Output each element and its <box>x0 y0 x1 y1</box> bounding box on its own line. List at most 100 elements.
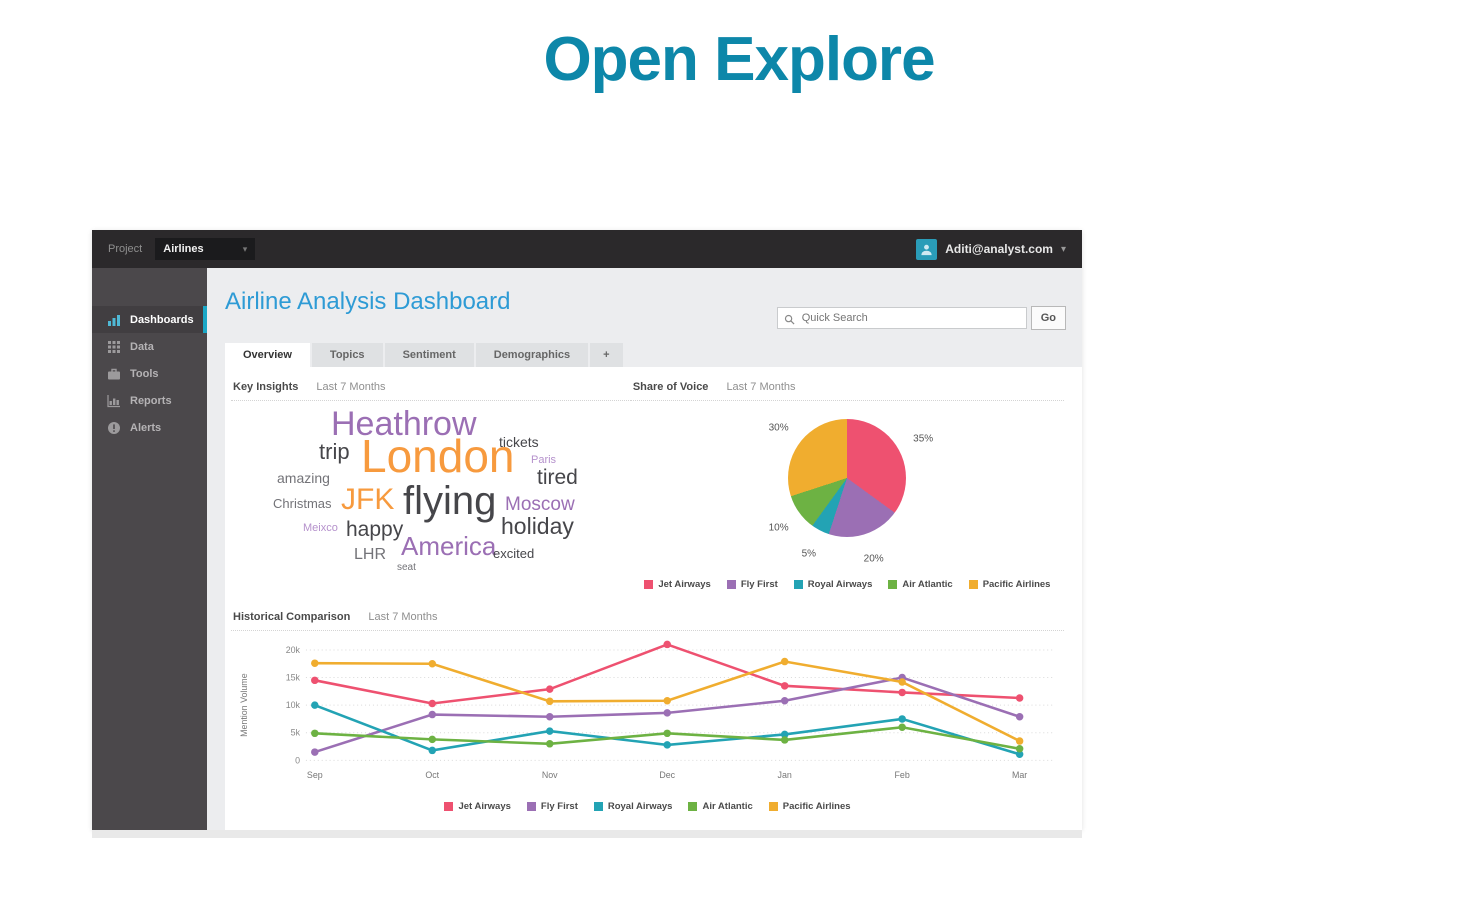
data-point[interactable] <box>780 730 789 739</box>
data-point[interactable] <box>898 715 906 723</box>
word-cloud-term[interactable]: America <box>401 531 497 561</box>
data-point[interactable] <box>545 740 554 748</box>
word-cloud-term[interactable]: Meixco <box>303 522 338 534</box>
tab-topics[interactable]: Topics <box>311 343 383 367</box>
reports-icon <box>107 394 120 407</box>
tab-sentiment[interactable]: Sentiment <box>384 343 474 367</box>
data-point[interactable] <box>1015 745 1024 753</box>
y-tick-label: 15k <box>286 673 301 683</box>
data-point[interactable] <box>545 713 554 721</box>
project-label: Project <box>108 243 143 255</box>
word-cloud-term[interactable]: tired <box>537 466 578 489</box>
word-cloud-term[interactable]: LHR <box>354 546 387 563</box>
data-point[interactable] <box>663 696 671 705</box>
data-point[interactable] <box>311 748 319 756</box>
word-cloud-term[interactable]: Moscow <box>505 494 575 515</box>
legend-swatch <box>644 580 654 589</box>
data-point[interactable] <box>780 736 789 744</box>
word-cloud-term[interactable]: Paris <box>531 454 557 466</box>
data-point[interactable] <box>780 682 789 690</box>
data-point[interactable] <box>428 699 437 708</box>
legend-item-fly-first[interactable]: Fly First <box>526 801 578 812</box>
legend-item-jet-airways[interactable]: Jet Airways <box>644 579 711 590</box>
legend-item-air-atlantic[interactable]: Air Atlantic <box>688 801 753 812</box>
word-cloud-term[interactable]: amazing <box>277 470 330 486</box>
pie-chart[interactable] <box>788 419 907 537</box>
legend-label: Royal Airways <box>607 801 673 812</box>
data-point[interactable] <box>545 727 554 735</box>
legend-item-jet-airways[interactable]: Jet Airways <box>444 801 511 812</box>
data-grid-icon <box>108 340 120 353</box>
word-cloud-term[interactable]: excited <box>493 546 535 561</box>
data-point[interactable] <box>545 697 554 706</box>
user-menu[interactable]: Aditi@analyst.com ▾ <box>916 238 1066 260</box>
word-cloud-term[interactable]: Christmas <box>273 496 332 511</box>
search-input[interactable] <box>776 307 1027 329</box>
tab-overview[interactable]: Overview <box>225 343 310 367</box>
data-point[interactable] <box>663 729 671 738</box>
word-cloud-term[interactable]: tickets <box>499 434 539 450</box>
data-point[interactable] <box>1015 737 1024 745</box>
word-cloud-term[interactable]: flying <box>403 479 497 523</box>
chevron-down-icon: ▾ <box>1060 243 1066 255</box>
word-cloud-term[interactable]: JFK <box>341 483 395 516</box>
data-point[interactable] <box>780 657 789 666</box>
page-title: Open Explore <box>543 25 935 94</box>
y-tick-label: 10k <box>286 700 301 710</box>
data-point[interactable] <box>1015 694 1024 702</box>
data-point[interactable] <box>780 696 789 705</box>
data-point[interactable] <box>898 678 906 686</box>
sidebar-item-dashboards[interactable]: Dashboards <box>92 306 207 333</box>
word-cloud-term[interactable]: seat <box>397 562 416 573</box>
pie-slice-label: 10% <box>768 522 789 534</box>
y-axis-label: Mention Volume <box>239 673 249 737</box>
word-cloud-term[interactable]: happy <box>346 518 404 541</box>
data-point[interactable] <box>898 688 906 697</box>
project-dropdown-value: Airlines <box>163 243 204 255</box>
data-point[interactable] <box>1015 713 1024 721</box>
data-point[interactable] <box>428 735 437 744</box>
project-dropdown[interactable]: Airlines ▾ <box>155 238 256 260</box>
share-of-voice-title: Share of Voice <box>632 381 709 393</box>
legend-item-air-atlantic[interactable]: Air Atlantic <box>888 579 953 590</box>
legend-item-royal-airways[interactable]: Royal Airways <box>593 801 673 812</box>
data-point[interactable] <box>428 746 437 755</box>
data-point[interactable] <box>663 741 671 749</box>
word-cloud-term[interactable]: Heathrow <box>331 405 477 443</box>
line-chart[interactable]: 0 5k 10k 15k 20k Mention Volume Sep Oct Nov Dec Ja… <box>231 637 1064 795</box>
share-of-voice-range: Last 7 Months <box>726 381 796 393</box>
word-cloud-term[interactable]: holiday <box>501 513 574 539</box>
data-point[interactable] <box>898 723 906 731</box>
data-point[interactable] <box>311 676 319 685</box>
data-point[interactable] <box>428 710 437 719</box>
legend-item-pacific-airlines[interactable]: Pacific Airlines <box>968 579 1050 590</box>
legend-swatch <box>688 802 698 811</box>
sidebar-item-tools[interactable]: Tools <box>92 360 207 387</box>
data-point[interactable] <box>663 709 671 717</box>
line-series-jet-airways[interactable] <box>314 643 1020 705</box>
sidebar-item-alerts[interactable]: Alerts <box>92 414 207 441</box>
data-point[interactable] <box>545 685 554 693</box>
legend-label: Air Atlantic <box>702 801 753 812</box>
legend-item-pacific-airlines[interactable]: Pacific Airlines <box>768 801 851 812</box>
legend-item-royal-airways[interactable]: Royal Airways <box>793 579 872 590</box>
legend-label: Fly First <box>540 801 578 812</box>
legend-item-fly-first[interactable]: Fly First <box>726 579 778 590</box>
data-point[interactable] <box>1015 750 1024 759</box>
word-cloud-term[interactable]: trip <box>319 439 350 464</box>
data-point[interactable] <box>663 640 671 649</box>
go-button[interactable]: Go <box>1030 306 1066 330</box>
legend-swatch <box>793 580 803 589</box>
sidebar-item-reports[interactable]: Reports <box>92 387 207 414</box>
data-point[interactable] <box>311 729 319 738</box>
data-point[interactable] <box>428 660 437 668</box>
data-point[interactable] <box>311 701 319 709</box>
data-point[interactable] <box>311 659 319 667</box>
screenshot-bottom-edge <box>92 830 1082 838</box>
tab-demographics[interactable]: Demographics <box>475 343 589 367</box>
x-tick-label: Oct <box>425 770 439 780</box>
word-cloud-term[interactable]: London <box>361 430 515 482</box>
sidebar-item-data[interactable]: Data <box>92 333 207 360</box>
add-tab-button[interactable]: + <box>590 343 623 367</box>
main-area: Airline Analysis Dashboard Go Ove <box>207 268 1082 830</box>
